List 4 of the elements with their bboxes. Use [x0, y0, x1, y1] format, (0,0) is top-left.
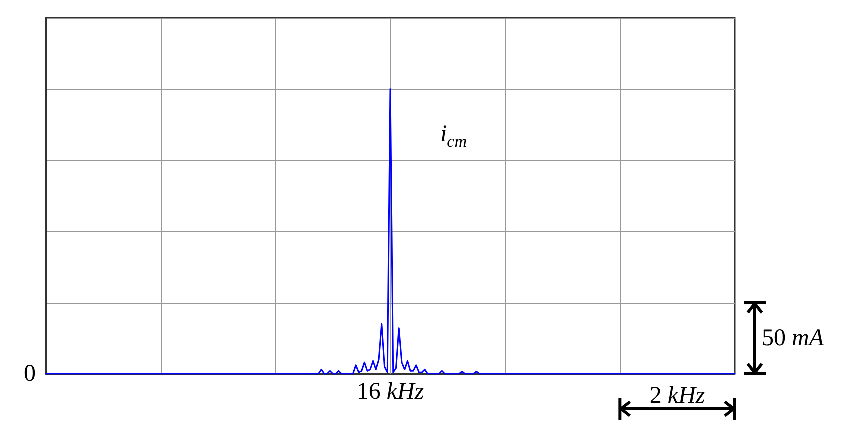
text: 0: [24, 361, 36, 387]
text: 16 kHz: [356, 379, 425, 405]
text: 2 kHz: [650, 383, 706, 409]
text: 50 mA: [762, 325, 824, 352]
